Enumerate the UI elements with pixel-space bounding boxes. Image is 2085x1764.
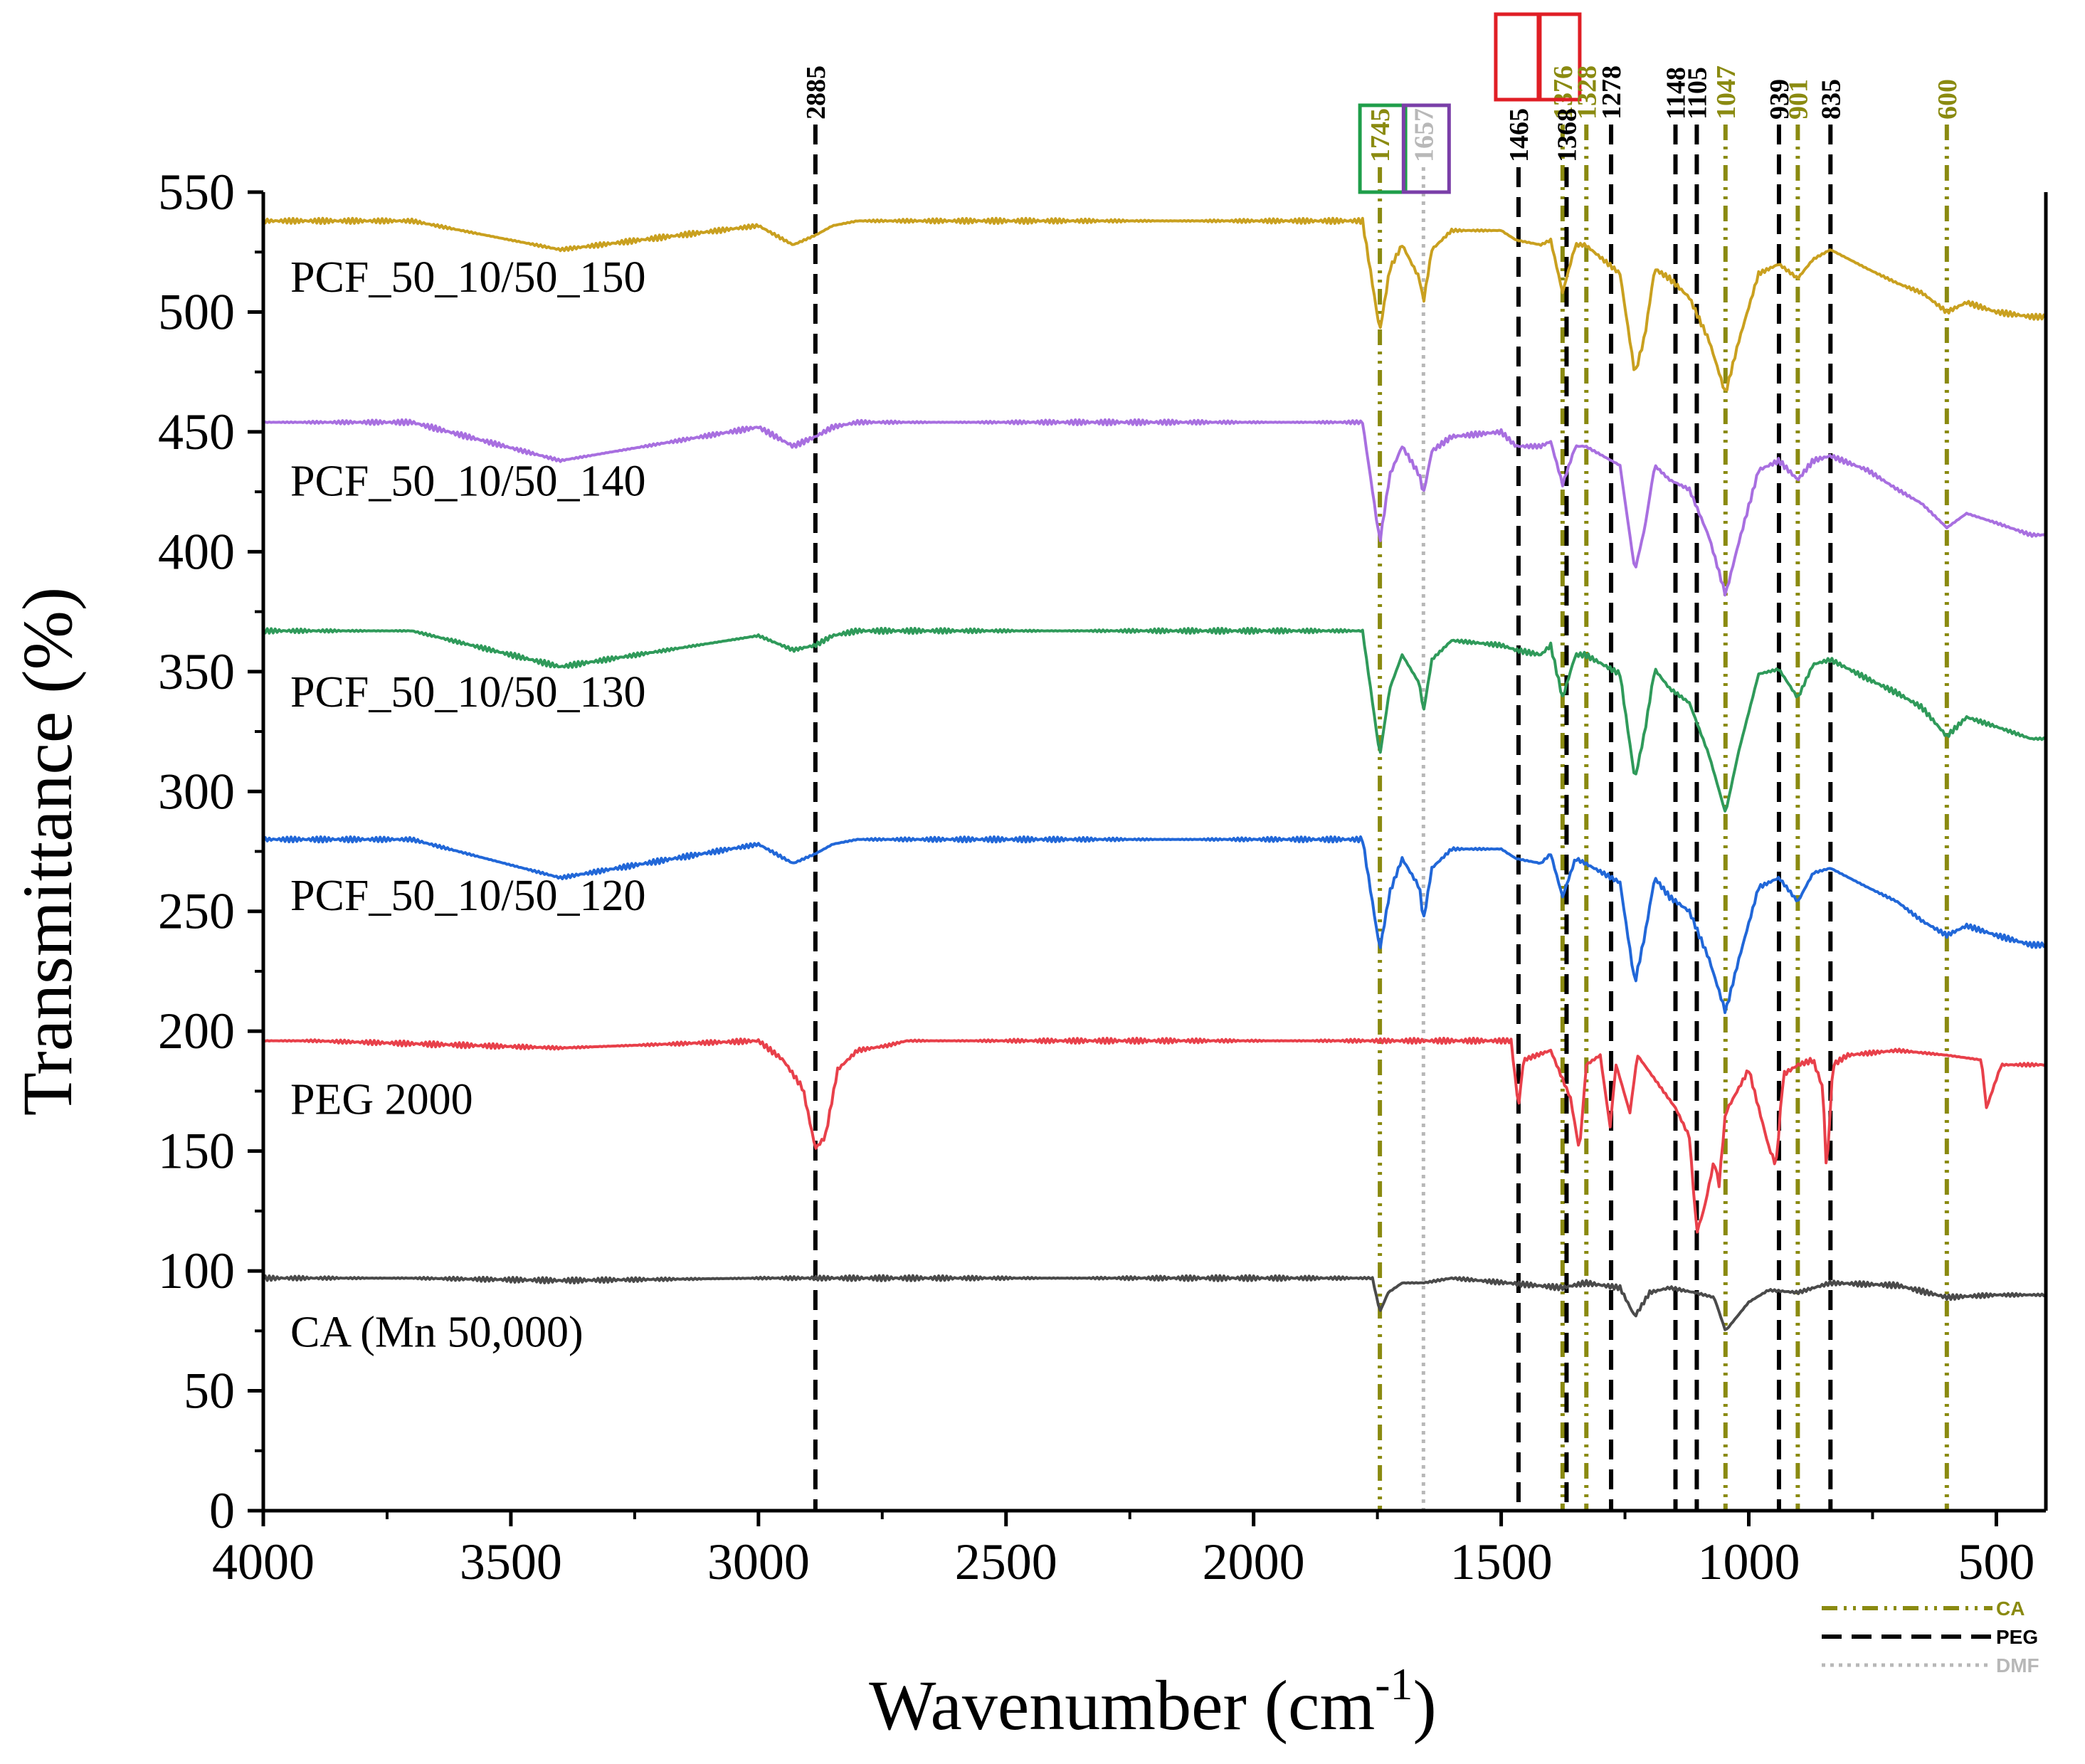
- ref-label-1047: 1047: [1711, 65, 1741, 120]
- ref-label-1278: 1278: [1597, 65, 1627, 120]
- series-line-4: [263, 418, 2047, 597]
- y-tick-label-100: 100: [158, 1242, 235, 1299]
- legend: CA PEG DMF: [1822, 1597, 2039, 1676]
- legend-label-PEG: PEG: [1996, 1626, 2038, 1648]
- y-tick-label-250: 250: [158, 883, 235, 940]
- y-tick-label-350: 350: [158, 643, 235, 700]
- ref-label-1148: 1148: [1662, 67, 1691, 120]
- ref-label-2885: 2885: [801, 65, 831, 120]
- series-line-3: [262, 626, 2047, 813]
- legend-label-DMF: DMF: [1996, 1654, 2039, 1676]
- y-tick-label-400: 400: [158, 523, 235, 580]
- series-line-1: [263, 1037, 2047, 1234]
- series-label-2: PCF_50_10/50_120: [290, 872, 646, 920]
- legend-label-CA: CA: [1996, 1597, 2025, 1620]
- x-tick-label-1500: 1500: [1450, 1533, 1553, 1590]
- series-label-0: CA (Mn 50,000): [290, 1308, 584, 1356]
- axes: 0 50 100 150 200 250 300 350 400 450 500 550 4000 350…: [8, 164, 2048, 1745]
- series-label-3: PCF_50_10/50_130: [290, 668, 646, 717]
- ref-box-1745: [1358, 103, 1408, 194]
- series-label-5: PCF_50_10/50_150: [290, 253, 646, 302]
- series-line-0: [262, 1274, 2047, 1331]
- series-label-4: PCF_50_10/50_140: [290, 457, 646, 505]
- ref-label-1465: 1465: [1504, 108, 1534, 162]
- series-group: [262, 216, 2047, 1331]
- x-tick-label-3000: 3000: [707, 1533, 810, 1590]
- y-axis-title: Transmittance (%): [8, 587, 87, 1116]
- labels: CA (Mn 50,000) PEG 2000 PCF_50_10/50_120 PC…: [290, 253, 646, 1356]
- x-tick-label-2500: 2500: [955, 1533, 1057, 1590]
- ref-label-1105: 1105: [1682, 67, 1712, 120]
- ref-label-600: 600: [1933, 79, 1963, 120]
- ref-label-901: 901: [1783, 79, 1813, 120]
- ref-label-1368: 1368: [1552, 108, 1582, 162]
- ref-label-1657: 1657: [1409, 108, 1439, 162]
- x-tick-label-500: 500: [1958, 1533, 2034, 1590]
- y-tick-label-200: 200: [158, 1003, 235, 1060]
- ref-label-1376: 1376: [1548, 65, 1578, 120]
- y-tick-label-0: 0: [209, 1482, 235, 1539]
- x-tick-label-4000: 4000: [212, 1533, 315, 1590]
- ref-box-1368: [1538, 12, 1582, 102]
- y-tick-label-450: 450: [158, 403, 235, 460]
- x-tick-label-1000: 1000: [1698, 1533, 1800, 1590]
- y-tick-label-150: 150: [158, 1123, 235, 1180]
- ref-label-1745: 1745: [1366, 108, 1395, 162]
- ref-label-939: 939: [1765, 79, 1795, 120]
- ref-box-1657: [1401, 103, 1451, 194]
- series-line-5: [262, 216, 2047, 391]
- y-tick-label-550: 550: [158, 164, 235, 221]
- x-axis-title: Wavenumber (cm-1): [869, 1659, 1437, 1745]
- y-tick-label-300: 300: [158, 763, 235, 820]
- ref-label-835: 835: [1816, 79, 1846, 120]
- series-label-1: PEG 2000: [290, 1076, 473, 1124]
- y-tick-label-500: 500: [158, 283, 235, 340]
- x-tick-label-2000: 2000: [1203, 1533, 1305, 1590]
- y-tick-label-50: 50: [184, 1363, 235, 1420]
- x-tick-label-3500: 3500: [460, 1533, 562, 1590]
- series-line-2: [262, 835, 2047, 1015]
- ref-label-1328: 1328: [1572, 65, 1602, 120]
